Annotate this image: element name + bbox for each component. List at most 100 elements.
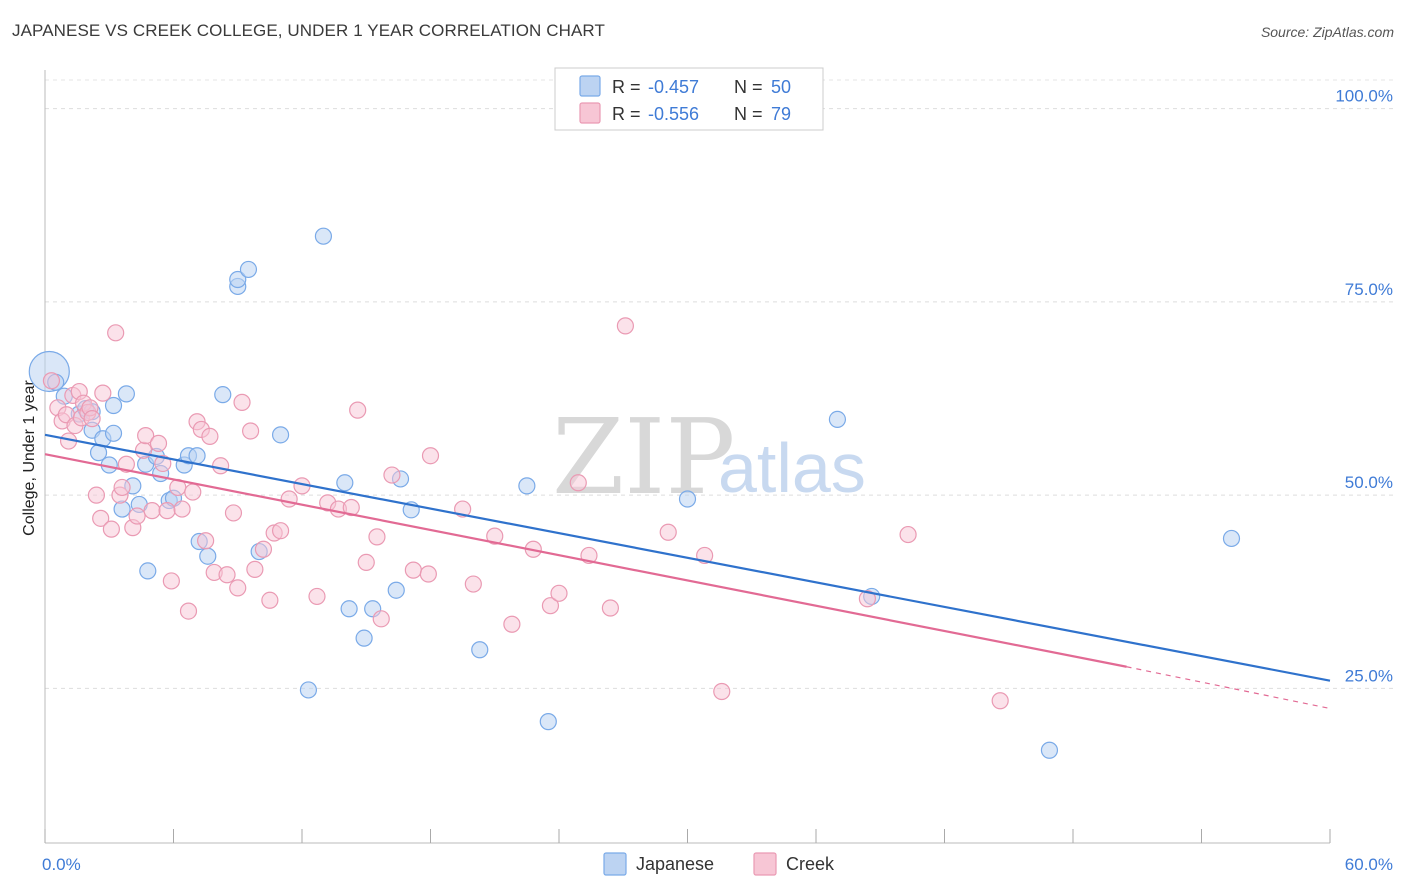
japanese-point [188, 447, 206, 465]
creek-point [83, 410, 101, 428]
creek-point [224, 504, 243, 522]
x-tick-labels: 0.0% 60.0% [42, 855, 1393, 874]
creek-point [616, 317, 634, 335]
creek-point [197, 532, 215, 550]
creek-point [419, 565, 437, 583]
japanese-point [518, 477, 536, 495]
japanese-point [104, 396, 123, 415]
creek-point [308, 587, 326, 606]
legend-creek-label: Creek [786, 854, 835, 874]
creek-point [486, 527, 504, 545]
japanese-point [229, 270, 247, 289]
creek-point [229, 579, 247, 597]
y-tick-labels: 100.0% 75.0% 50.0% 25.0% [1335, 87, 1393, 686]
creek-point [102, 520, 120, 538]
creek-point [254, 540, 273, 558]
x-tick-label: 60.0% [1345, 855, 1393, 874]
japanese-trend-line [44, 433, 1331, 682]
legend-r-label-creek: R = [612, 104, 641, 124]
creek-point [42, 372, 61, 390]
creek-point [117, 455, 135, 473]
creek-point [899, 525, 917, 544]
trend-lines [44, 433, 1331, 710]
legend-r-label-japanese: R = [612, 77, 641, 97]
creek-swatch [579, 102, 601, 124]
japanese-point [1040, 741, 1059, 759]
series-legend: Japanese Creek [603, 852, 835, 876]
japanese-point [355, 629, 373, 647]
creek-point [162, 572, 180, 590]
japanese-point [678, 490, 697, 508]
y-tick-label: 25.0% [1345, 666, 1393, 685]
creek-point [368, 528, 386, 546]
japanese-point [117, 385, 135, 403]
legend-creek-swatch [753, 852, 777, 876]
legend-japanese-swatch [603, 852, 627, 876]
creek-point [233, 393, 251, 411]
japanese-point [271, 426, 290, 444]
japanese-point [314, 227, 333, 245]
creek-point [569, 474, 587, 492]
y-tick-label: 50.0% [1345, 473, 1393, 492]
creek-point [271, 522, 290, 540]
creek-point [372, 610, 390, 628]
source-label: Source: ZipAtlas.com [1260, 24, 1394, 40]
japanese-point [387, 581, 405, 599]
legend-r-value-japanese: -0.457 [648, 77, 699, 97]
creek-point [349, 401, 367, 419]
y-tick-label: 100.0% [1335, 87, 1393, 106]
japanese-point [104, 424, 123, 442]
creek-point [154, 454, 172, 473]
creek-point [601, 599, 620, 617]
legend-r-value-creek: -0.556 [648, 104, 699, 124]
creek-point [87, 486, 106, 504]
japanese-point [214, 386, 232, 404]
creek-point [246, 560, 264, 578]
japanese-point [471, 641, 489, 659]
chart-title: JAPANESE VS CREEK COLLEGE, UNDER 1 YEAR … [12, 21, 605, 40]
creek-point [143, 502, 161, 520]
creek-trend-extension [1126, 666, 1331, 710]
legend-n-value-japanese: 50 [771, 77, 791, 97]
legend-japanese-label: Japanese [636, 854, 714, 874]
creek-point [280, 490, 298, 508]
watermark-atlas: atlas [718, 429, 866, 507]
creek-point [184, 483, 202, 501]
japanese-point [239, 260, 258, 279]
y-axis-title: College, Under 1 year [21, 380, 38, 536]
japanese-point [199, 547, 217, 565]
creek-point [858, 590, 877, 608]
creek-point [218, 566, 236, 584]
creek-point [212, 457, 230, 475]
creek-point [173, 500, 191, 518]
creek-point [550, 584, 568, 602]
creek-point [128, 507, 146, 525]
creek-point [357, 553, 375, 572]
japanese-point [139, 562, 157, 580]
gridlines [45, 79, 1395, 689]
creek-point [107, 324, 125, 342]
x-tick-label: 0.0% [42, 855, 81, 874]
series-creek-points [42, 317, 1009, 710]
creek-point [158, 502, 176, 520]
creek-point [94, 384, 112, 402]
japanese-swatch [579, 75, 601, 97]
stats-legend: R = -0.457 N = 50 R = -0.556 N = 79 [554, 67, 824, 131]
creek-point [713, 682, 731, 701]
japanese-point [336, 474, 354, 492]
creek-point [137, 427, 155, 445]
creek-point [404, 561, 422, 579]
creek-point [541, 597, 560, 615]
y-tick-label: 75.0% [1345, 280, 1393, 299]
japanese-point [828, 410, 847, 428]
creek-point [242, 422, 260, 440]
legend-n-value-creek: 79 [771, 104, 791, 124]
creek-point [149, 434, 168, 452]
japanese-point [299, 681, 318, 699]
creek-point [342, 498, 360, 517]
creek-point [383, 466, 401, 484]
creek-point [421, 447, 440, 465]
creek-point [179, 602, 198, 620]
creek-point [659, 523, 677, 541]
